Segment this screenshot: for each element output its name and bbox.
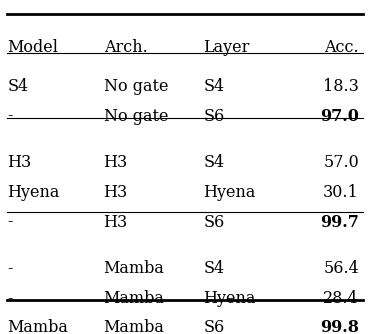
Text: Mamba: Mamba [104, 260, 165, 277]
Text: S4: S4 [204, 260, 225, 277]
Text: S4: S4 [204, 154, 225, 171]
Text: 56.4: 56.4 [323, 260, 359, 277]
Text: H3: H3 [104, 184, 128, 201]
Text: Arch.: Arch. [104, 39, 147, 56]
Text: -: - [7, 260, 13, 277]
Text: S4: S4 [204, 78, 225, 95]
Text: Layer: Layer [204, 39, 250, 56]
Text: S6: S6 [204, 108, 225, 125]
Text: 57.0: 57.0 [323, 154, 359, 171]
Text: Mamba: Mamba [104, 290, 165, 307]
Text: -: - [7, 213, 13, 230]
Text: Mamba: Mamba [104, 320, 165, 334]
Text: 28.4: 28.4 [323, 290, 359, 307]
Text: Hyena: Hyena [204, 290, 256, 307]
Text: 99.8: 99.8 [320, 320, 359, 334]
Text: -: - [7, 290, 13, 307]
Text: 99.7: 99.7 [320, 213, 359, 230]
Text: No gate: No gate [104, 78, 168, 95]
Text: 97.0: 97.0 [320, 108, 359, 125]
Text: Mamba: Mamba [7, 320, 68, 334]
Text: 18.3: 18.3 [323, 78, 359, 95]
Text: S6: S6 [204, 320, 225, 334]
Text: Hyena: Hyena [204, 184, 256, 201]
Text: S6: S6 [204, 213, 225, 230]
Text: -: - [7, 108, 13, 125]
Text: Acc.: Acc. [324, 39, 359, 56]
Text: H3: H3 [7, 154, 32, 171]
Text: H3: H3 [104, 213, 128, 230]
Text: S4: S4 [7, 78, 28, 95]
Text: Hyena: Hyena [7, 184, 60, 201]
Text: 30.1: 30.1 [323, 184, 359, 201]
Text: No gate: No gate [104, 108, 168, 125]
Text: Model: Model [7, 39, 58, 56]
Text: H3: H3 [104, 154, 128, 171]
